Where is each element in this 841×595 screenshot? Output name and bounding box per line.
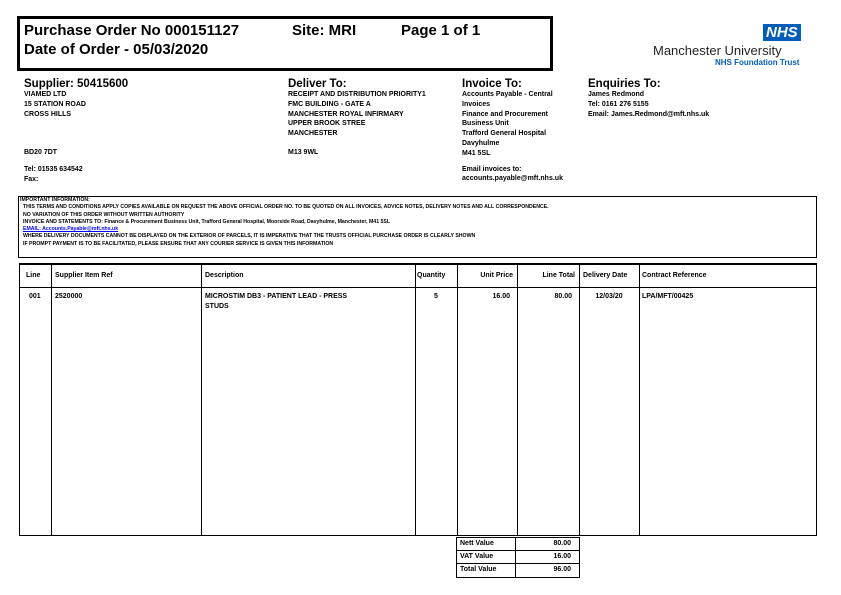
order-date: Date of Order - 05/03/2020 [24,41,209,58]
accounts-email-link[interactable]: EMAIL: Accounts.Payable@mft.nhs.uk [23,226,119,233]
total-value: 96.00 [553,566,571,573]
row-contract-ref: LPA/MFT/00425 [642,293,694,300]
deliver-block: Deliver To: RECEIPT AND DISTRIBUTION PRI… [288,78,426,156]
row-quantity: 5 [434,293,438,300]
important-line: INVOICE AND STATEMENTS TO: Finance & Pro… [23,218,391,225]
invoice-line: Finance and Procurement [462,110,548,118]
supplier-tel: Tel: 01535 634542 [24,166,83,173]
order-lines-table: Line Supplier Item Ref Description Quant… [19,263,817,536]
invoice-line: Trafford General Hospital [462,130,547,138]
invoice-line: Accounts Payable - Central [462,91,553,98]
deliver-line: UPPER BROOK STREE [288,120,366,128]
enquiries-line: Tel: 0161 276 5155 [588,100,649,108]
supplier-title: Supplier: 50415600 [24,78,129,90]
header-line: Line [26,272,41,279]
important-title: IMPORTANT INFORMATION: [20,197,90,203]
header-contract-ref: Contract Reference [642,272,707,279]
enquiries-title: Enquiries To: [588,78,661,90]
row-delivery-date: 12/03/20 [595,293,623,300]
invoice-email-label: Email invoices to: [462,165,522,173]
header-unit-price: Unit Price [480,272,513,279]
deliver-postcode: M13 9WL [288,149,319,156]
row-line: 001 [29,293,41,300]
supplier-line: 15 STATION ROAD [24,100,86,108]
deliver-line: RECEIPT AND DISTRIBUTION PRIORITY1 [288,91,426,98]
deliver-title: Deliver To: [288,78,347,90]
row-line-total: 80.00 [554,293,572,300]
invoice-line: Business Unit [462,120,509,128]
supplier-line: VIAMED LTD [24,91,67,98]
row-unit-price: 16.00 [492,293,510,300]
po-number: Purchase Order No 000151127 [24,22,240,39]
deliver-line: FMC BUILDING - GATE A [288,100,371,108]
header-supplier-ref: Supplier Item Ref [55,272,113,279]
supplier-fax: Fax: [24,176,39,183]
deliver-line: MANCHESTER [288,130,338,138]
invoice-block: Invoice To: Accounts Payable - Central I… [462,78,563,184]
order-header-box: Purchase Order No 000151127 Site: MRI Pa… [17,16,553,71]
supplier-line: CROSS HILLS [24,110,72,118]
enquiries-line: Email: James.Redmond@mft.nhs.uk [588,110,710,118]
invoice-line: Davyhulme [462,139,500,147]
important-line: NO VARIATION OF THIS ORDER WITHOUT WRITT… [23,211,185,218]
nhs-logo: NHS [763,24,801,41]
row-supplier-ref: 2520000 [55,293,83,300]
org-name: Manchester University [653,43,782,58]
invoice-line: M41 5SL [462,149,491,157]
header-line-total: Line Total [542,272,575,279]
net-value-label: Nett Value [460,540,494,547]
row-description-cont: STUDS [205,303,229,310]
vat-value-label: VAT Value [460,553,494,560]
totals-box: Nett Value 80.00 VAT Value 16.00 Total V… [456,537,580,578]
invoice-line: Invoices [462,100,491,108]
net-value: 80.00 [553,540,571,547]
trust-name: NHS Foundation Trust [715,58,800,67]
supplier-postcode: BD20 7DT [24,149,58,156]
header-delivery-date: Delivery Date [583,272,628,279]
important-line: IF PROMPT PAYMENT IS TO BE FACILITATED, … [23,240,334,247]
supplier-block: Supplier: 50415600 VIAMED LTD 15 STATION… [24,78,129,183]
important-line: THIS TERMS AND CONDITIONS APPLY COPIES A… [23,204,549,211]
page-number: Page 1 of 1 [401,22,481,39]
invoice-email[interactable]: accounts.payable@mft.nhs.uk [462,175,563,183]
header-description: Description [205,272,244,279]
total-value-label: Total Value [460,566,497,573]
site: Site: MRI [292,22,357,39]
important-line: WHERE DELIVERY DOCUMENTS CANNOT BE DISPL… [23,233,476,240]
enquiries-block: Enquiries To: James Redmond Tel: 0161 27… [588,78,709,119]
vat-value: 16.00 [553,553,571,560]
header-quantity: Quantity [417,272,446,279]
enquiries-line: James Redmond [588,91,645,98]
deliver-line: MANCHESTER ROYAL INFIRMARY [288,110,404,118]
invoice-title: Invoice To: [462,78,522,90]
row-description: MICROSTIM DB3 - PATIENT LEAD - PRESS [205,293,348,300]
important-information: IMPORTANT INFORMATION: THIS TERMS AND CO… [18,196,817,258]
